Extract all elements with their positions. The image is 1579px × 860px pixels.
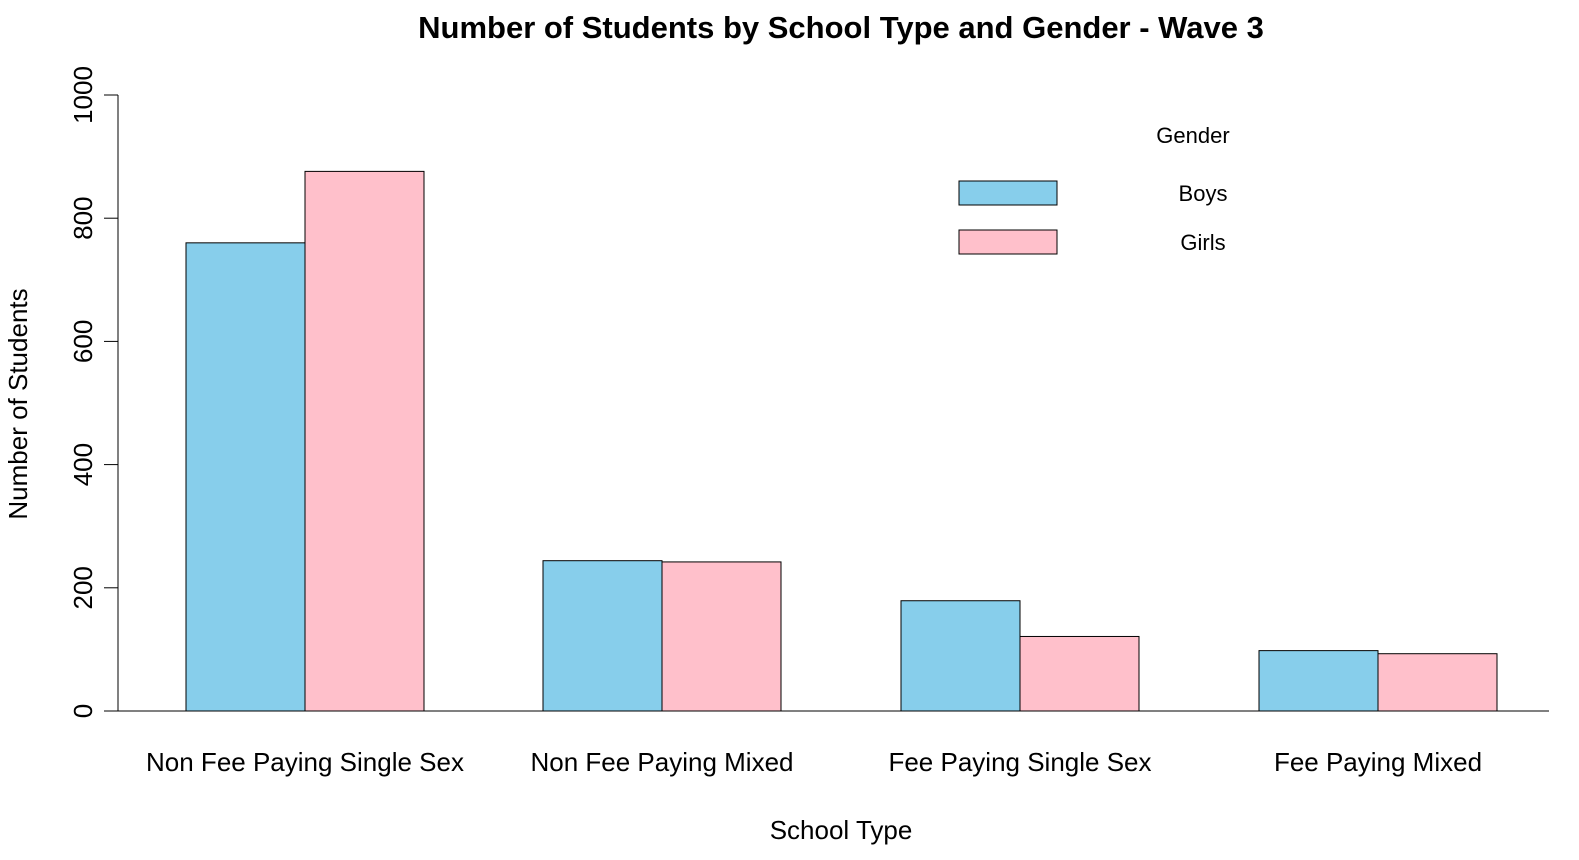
legend-swatch-girls: [958, 229, 1058, 255]
legend-label-girls: Girls: [1180, 230, 1225, 255]
bars-group: [185, 170, 1498, 712]
y-tick-label: 200: [68, 566, 98, 609]
x-axis-label: School Type: [770, 815, 913, 845]
legend-swatch-boys: [958, 180, 1058, 206]
x-category-label: Fee Paying Mixed: [1274, 747, 1482, 777]
x-category-label: Fee Paying Single Sex: [888, 747, 1151, 777]
bar-boys-2: [542, 560, 663, 712]
legend: Gender Boys Girls: [958, 123, 1230, 255]
legend-label-boys: Boys: [1179, 181, 1228, 206]
bar-girls-2: [661, 561, 782, 712]
x-axis: Non Fee Paying Single Sex Non Fee Paying …: [118, 710, 1549, 777]
x-category-label: Non Fee Paying Mixed: [530, 747, 793, 777]
bar-boys-4: [1258, 650, 1379, 712]
bar-girls-3: [1019, 635, 1140, 712]
y-tick-label: 600: [68, 320, 98, 363]
bar-girls-4: [1377, 653, 1498, 712]
bar-boys-1: [185, 242, 306, 712]
y-tick-label: 400: [68, 443, 98, 486]
y-tick-label: 1000: [68, 66, 98, 124]
bar-girls-1: [304, 170, 425, 712]
y-axis-label: Number of Students: [3, 288, 33, 519]
legend-title: Gender: [1156, 123, 1229, 148]
chart-title: Number of Students by School Type and Ge…: [418, 10, 1264, 45]
y-tick-label: 0: [68, 704, 98, 718]
y-tick-label: 800: [68, 197, 98, 240]
x-category-label: Non Fee Paying Single Sex: [146, 747, 464, 777]
y-axis: 0 200 400 600 800 1000: [68, 66, 119, 718]
bar-boys-3: [900, 600, 1021, 712]
